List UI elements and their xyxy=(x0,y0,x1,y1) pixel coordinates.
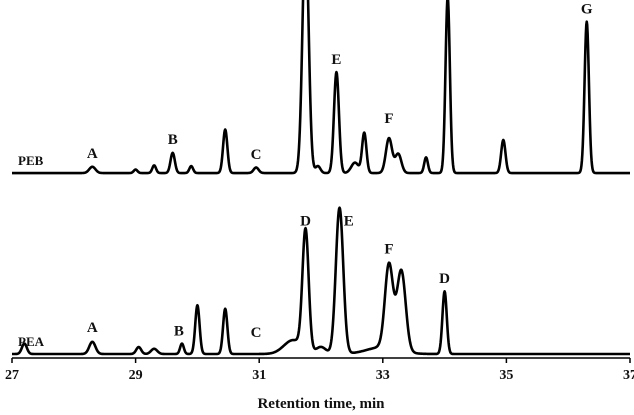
peak-label-pea-2: C xyxy=(251,325,262,341)
peak-label-peb-0: A xyxy=(87,146,98,162)
peak-label-pea-6: D xyxy=(439,271,450,287)
x-tick-label-5: 37 xyxy=(623,368,634,383)
x-tick-label-2: 31 xyxy=(252,368,266,383)
x-axis-title: Retention time, min xyxy=(257,396,385,412)
peak-label-pea-3: D xyxy=(300,214,311,230)
peak-label-pea-0: A xyxy=(87,320,98,336)
peak-label-peb-5: F xyxy=(384,111,393,127)
x-tick-label-0: 27 xyxy=(5,368,19,383)
trace-labels: PEB PEA xyxy=(18,153,45,349)
trace-peb xyxy=(11,0,631,175)
peak-label-peb-2: C xyxy=(251,147,262,163)
peak-label-peb-7: G xyxy=(581,1,593,17)
trace-pea xyxy=(11,206,631,356)
x-axis-ticks: 27 29 31 33 35 37 xyxy=(5,358,634,383)
peak-label-pea-5: F xyxy=(384,242,393,258)
chromatogram-traces xyxy=(11,0,631,356)
x-tick-label-1: 29 xyxy=(129,368,143,383)
peak-label-peb-4: E xyxy=(331,52,341,68)
trace-label-peb: PEB xyxy=(18,153,44,168)
peak-label-peb-1: B xyxy=(168,132,178,148)
x-tick-label-3: 33 xyxy=(376,368,390,383)
trace-label-pea: PEA xyxy=(18,334,45,349)
x-tick-label-4: 35 xyxy=(499,368,513,383)
peak-label-pea-4: E xyxy=(344,214,354,230)
peak-labels: ABCDEFDGABCDEFD xyxy=(87,1,593,341)
peak-label-pea-1: B xyxy=(174,323,184,339)
